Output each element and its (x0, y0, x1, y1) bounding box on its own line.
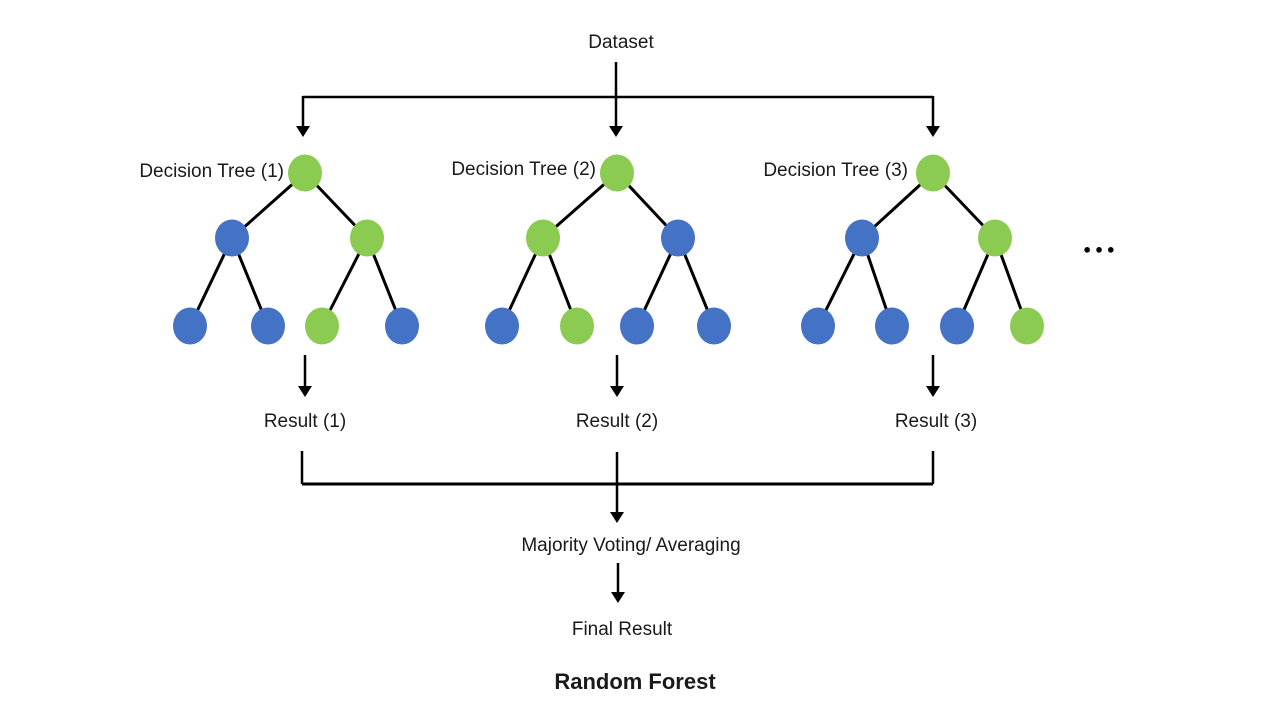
decision-tree-1 (173, 154, 419, 345)
tree-node-blue (940, 307, 974, 345)
decision-tree-3 (801, 154, 1044, 345)
results-merge-connector (300, 451, 935, 523)
tree-node-blue (661, 219, 695, 257)
decision-tree-2-label: Decision Tree (2) (451, 159, 596, 180)
decision-tree-3-label: Decision Tree (3) (763, 160, 908, 181)
tree-node-green (560, 307, 594, 345)
majority-to-final-connector (611, 563, 625, 603)
result-3-label: Result (3) (894, 411, 978, 432)
tree-node-blue (845, 219, 879, 257)
tree-node-green (526, 219, 560, 257)
decision-tree-2 (485, 154, 731, 345)
tree-node-blue (875, 307, 909, 345)
tree-node-green (288, 154, 322, 192)
tree-node-blue (215, 219, 249, 257)
tree-node-green (916, 154, 950, 192)
tree-node-blue (385, 307, 419, 345)
random-forest-title: Random Forest (554, 669, 716, 694)
tree-node-blue (697, 307, 731, 345)
tree-node-green (305, 307, 339, 345)
result-2-label: Result (2) (575, 411, 659, 432)
more-trees-ellipsis-icon: ●●● (1083, 241, 1119, 257)
tree-node-green (1010, 307, 1044, 345)
tree1-to-result-arrow-head (298, 386, 312, 397)
dataset-split-connector (296, 62, 940, 137)
result-1-label: Result (1) (263, 411, 347, 432)
tree-node-blue (801, 307, 835, 345)
tree2-to-result-arrow-head (610, 386, 624, 397)
tree-node-blue (620, 307, 654, 345)
dataset-label: Dataset (588, 32, 654, 53)
majority-voting-label: Majority Voting/ Averaging (521, 535, 741, 556)
dataset-to-tree1-arrow-head (296, 126, 310, 137)
tree-node-blue (173, 307, 207, 345)
tree-node-green (600, 154, 634, 192)
tree-node-green (350, 219, 384, 257)
tree-node-green (978, 219, 1012, 257)
tree-node-blue (485, 307, 519, 345)
dataset-to-tree3-arrow-head (926, 126, 940, 137)
tree-node-blue (251, 307, 285, 345)
dataset-to-tree2-arrow-head (609, 126, 623, 137)
tree-result-arrows (298, 355, 940, 397)
merge-to-majority-arrow-head (610, 512, 624, 523)
final-result-label: Final Result (571, 619, 673, 640)
majority-to-final-arrow-head (611, 592, 625, 603)
decision-tree-1-label: Decision Tree (1) (139, 161, 284, 182)
tree3-to-result-arrow-head (926, 386, 940, 397)
